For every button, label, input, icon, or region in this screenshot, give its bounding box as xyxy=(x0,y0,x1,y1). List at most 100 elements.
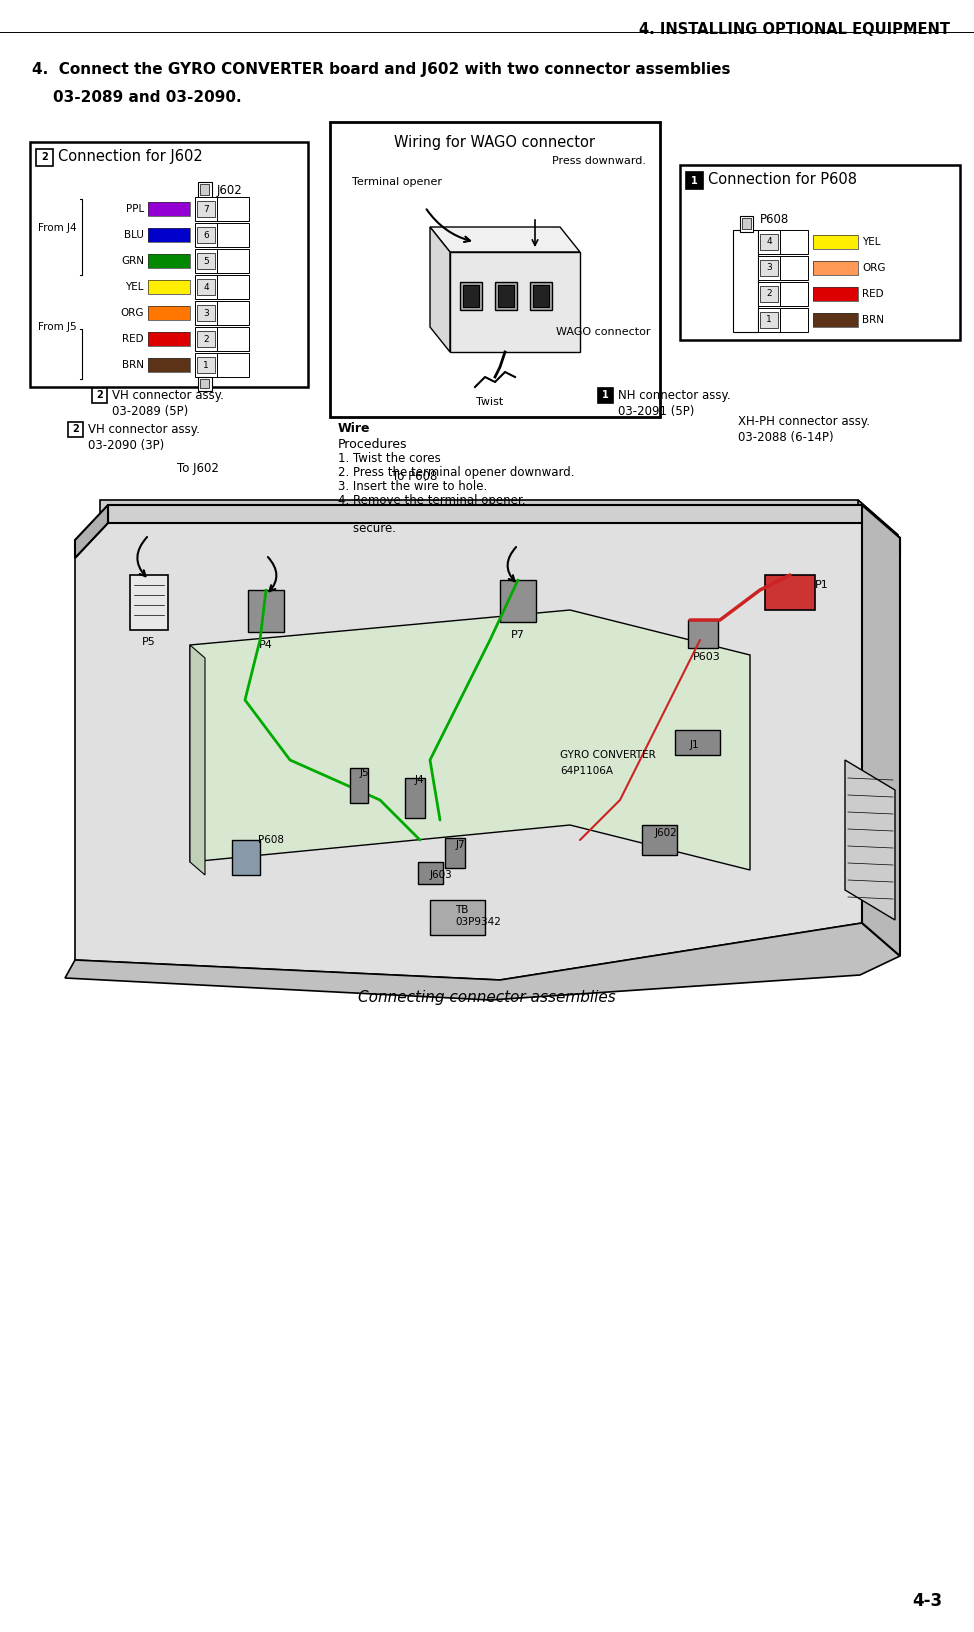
Text: GRN: GRN xyxy=(121,256,144,266)
Text: P608: P608 xyxy=(258,836,284,845)
Text: 2: 2 xyxy=(72,424,79,434)
Bar xyxy=(758,282,780,307)
Text: Connection for J602: Connection for J602 xyxy=(58,150,203,165)
Bar xyxy=(30,142,308,387)
Text: XH-PH connector assy.: XH-PH connector assy. xyxy=(738,416,870,429)
Text: 4. Remove the terminal opener.: 4. Remove the terminal opener. xyxy=(338,494,526,508)
Bar xyxy=(68,423,83,437)
Bar xyxy=(780,308,808,331)
Bar xyxy=(445,837,465,868)
Bar xyxy=(758,308,780,331)
Bar xyxy=(197,227,215,243)
Text: J4: J4 xyxy=(415,775,425,785)
Bar xyxy=(217,250,249,273)
Bar xyxy=(330,122,660,418)
Bar xyxy=(148,281,190,294)
Text: 03-2090 (3P): 03-2090 (3P) xyxy=(88,439,165,452)
Text: RED: RED xyxy=(862,289,883,299)
Text: 4.  Connect the GYRO CONVERTER board and J602 with two connector assemblies: 4. Connect the GYRO CONVERTER board and … xyxy=(32,62,730,77)
Bar xyxy=(733,230,758,331)
Text: ORG: ORG xyxy=(862,263,885,273)
Text: Wire: Wire xyxy=(338,423,370,436)
Text: 3: 3 xyxy=(204,308,208,318)
Bar xyxy=(200,379,209,388)
Text: 2: 2 xyxy=(204,335,208,343)
Text: 1: 1 xyxy=(204,361,208,369)
Bar xyxy=(148,331,190,346)
Text: TB
03P9342: TB 03P9342 xyxy=(455,906,501,927)
Text: P603: P603 xyxy=(693,653,721,663)
Bar xyxy=(688,620,718,648)
Text: To P608: To P608 xyxy=(393,470,437,483)
Bar xyxy=(217,353,249,377)
Text: P608: P608 xyxy=(760,214,789,225)
Text: PPL: PPL xyxy=(126,204,144,214)
Text: 4: 4 xyxy=(767,238,771,246)
Bar xyxy=(758,256,780,281)
Text: 4. INSTALLING OPTIONAL EQUIPMENT: 4. INSTALLING OPTIONAL EQUIPMENT xyxy=(639,21,950,38)
Text: WAGO connector: WAGO connector xyxy=(555,326,650,336)
Text: To J602: To J602 xyxy=(177,462,219,475)
Bar xyxy=(217,326,249,351)
Text: ORG: ORG xyxy=(121,308,144,318)
Bar xyxy=(405,778,425,818)
Bar xyxy=(92,388,107,403)
Bar xyxy=(765,574,815,610)
Bar xyxy=(780,230,808,255)
Bar xyxy=(495,282,517,310)
Text: 2: 2 xyxy=(767,289,771,299)
Text: J602: J602 xyxy=(655,827,678,837)
Bar xyxy=(148,357,190,372)
Bar xyxy=(742,219,751,228)
Text: Connecting connector assemblies: Connecting connector assemblies xyxy=(358,991,616,1005)
Polygon shape xyxy=(75,522,900,979)
Bar xyxy=(760,312,778,328)
Polygon shape xyxy=(845,761,895,920)
Bar xyxy=(675,730,720,756)
Text: 2: 2 xyxy=(96,390,103,400)
Bar xyxy=(148,202,190,215)
Bar xyxy=(195,224,217,246)
Bar xyxy=(148,255,190,268)
Text: YEL: YEL xyxy=(126,282,144,292)
Text: 4: 4 xyxy=(204,282,208,292)
Bar xyxy=(197,201,215,217)
Bar xyxy=(148,357,190,372)
Bar xyxy=(350,769,368,803)
Bar xyxy=(740,215,753,232)
Bar xyxy=(148,331,190,346)
Text: 2. Press the terminal opener downward.: 2. Press the terminal opener downward. xyxy=(338,467,575,480)
Bar xyxy=(197,279,215,295)
Bar xyxy=(500,579,536,622)
Bar xyxy=(760,233,778,250)
Text: From J4: From J4 xyxy=(38,224,77,233)
Text: secure.: secure. xyxy=(338,522,396,535)
Text: J603: J603 xyxy=(430,870,453,880)
Text: 3. Insert the wire to hole.: 3. Insert the wire to hole. xyxy=(338,480,487,493)
Text: 64P1106A: 64P1106A xyxy=(560,765,613,775)
Polygon shape xyxy=(430,227,450,353)
Polygon shape xyxy=(100,499,898,535)
Bar xyxy=(148,307,190,320)
Polygon shape xyxy=(450,251,580,353)
Text: J1: J1 xyxy=(690,739,699,751)
Bar xyxy=(197,331,215,348)
Text: NH connector assy.: NH connector assy. xyxy=(618,390,730,403)
Bar xyxy=(197,305,215,322)
Polygon shape xyxy=(190,645,205,875)
Bar xyxy=(195,276,217,299)
Bar xyxy=(148,281,190,294)
Text: 1: 1 xyxy=(692,176,698,186)
Text: BRN: BRN xyxy=(122,361,144,370)
Bar xyxy=(760,286,778,302)
Text: 7: 7 xyxy=(204,204,208,214)
Bar xyxy=(148,228,190,242)
Bar xyxy=(200,184,209,194)
Bar xyxy=(463,286,479,307)
Text: 03-2091 (5P): 03-2091 (5P) xyxy=(618,405,694,418)
Text: Terminal opener: Terminal opener xyxy=(352,176,442,188)
Text: YEL: YEL xyxy=(862,237,880,246)
Text: 03-2088 (6-14P): 03-2088 (6-14P) xyxy=(738,431,834,444)
Polygon shape xyxy=(65,924,900,1000)
Bar xyxy=(780,282,808,307)
